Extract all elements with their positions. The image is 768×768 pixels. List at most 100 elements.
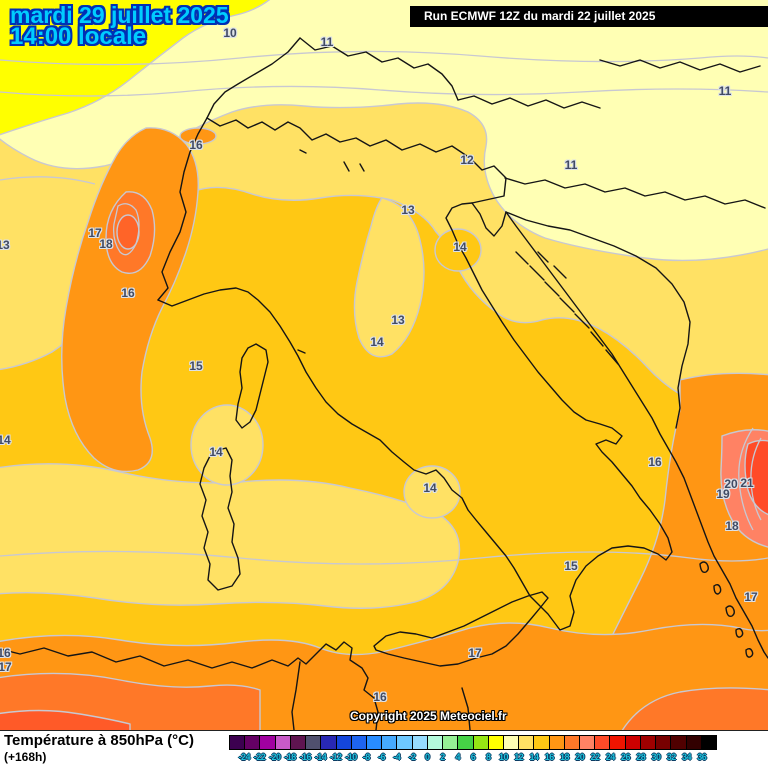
color-scale-cell [412,736,428,749]
color-scale-tick: -4 [393,752,401,762]
color-scale-tick: 20 [575,752,585,762]
color-scale-tick: -10 [345,752,357,762]
france-italy-border [157,117,208,301]
zone-orange-northwest-italy [61,127,199,473]
north-africa-coastline [0,641,379,730]
color-scale-tick: -2 [408,752,416,762]
elba-island [297,349,306,354]
croatia-bosnia-border [505,211,691,429]
color-scale-cell [366,736,383,749]
color-scale-tick: -24 [238,752,251,762]
color-scale-cell [260,736,276,749]
greek-islands [699,561,754,658]
zone-red-southwest-corner [0,709,131,730]
istria-peninsula [471,202,507,237]
color-scale-cell [382,736,398,749]
isoline-contours [0,50,768,565]
hungary-south-border [504,177,766,209]
color-scale-tick: 0 [424,752,430,762]
color-scale-tick: 18 [559,752,570,762]
color-scale-cell [564,736,581,749]
color-scale-cell [595,736,611,749]
color-scale-cell [351,736,367,749]
dalmatia-coast [505,211,768,659]
zone-cream-north [0,0,768,262]
color-scale-cell [397,736,413,749]
color-scale-cell [656,736,672,749]
color-scale-cell [580,736,596,749]
color-scale-cell [321,736,337,749]
italy-coastline [157,202,673,631]
color-scale-tick: 28 [636,752,646,762]
color-scale-cell [671,736,687,749]
corsica-coastline [235,343,269,429]
color-scale-tick: 34 [681,752,692,762]
color-scale-cell [306,736,322,749]
legend-panel: Température à 850hPa (°C) (+168h) -24 -22… [0,730,768,768]
color-scale-cell [443,736,459,749]
color-scale-tick: 10 [498,752,509,762]
color-scale-tick: 36 [697,752,707,762]
color-scale-cell [640,736,657,749]
color-scale-tick-labels: -24 -22 -20 -18 -16 -14 -12 -10 -8 -6 -4 -2 0 2 4 6 8 10 1… [229,752,717,766]
color-scale-tick: 8 [485,752,491,762]
color-scale-tick: 2 [440,752,445,762]
central-europe-border [599,59,761,73]
zone-deep-orange-southeast [621,687,768,730]
color-scale-tick: -22 [253,752,266,762]
color-scale-cell [230,736,246,749]
color-scale-tick: -8 [362,752,371,762]
color-scale-cell [427,736,444,749]
color-scale-cell [549,736,565,749]
zone-red-albania-core [744,439,768,516]
swiss-border [206,37,301,119]
color-scale-tick: -20 [268,752,281,762]
color-scale-cell [534,736,550,749]
color-scale-tick: 6 [470,752,476,762]
sicily-coastline [373,591,549,667]
temperature-zones [0,0,768,730]
color-scale-cell [686,736,702,749]
map-geography [0,0,768,730]
color-scale-tick: 22 [590,752,600,762]
color-scale-cell [625,736,641,749]
alps-north-border [299,37,459,101]
color-scale-cell [488,736,504,749]
color-scale-tick: 4 [455,752,461,762]
color-scale-cell [610,736,626,749]
zone-amber-adriatic-patch [434,228,482,272]
map-canvas: 1011111112161317181613141314151414141620… [0,0,768,730]
tunisia-libya-border [461,687,471,730]
color-scale-cell [473,736,489,749]
zone-gold-south-tyrrhenian [0,463,461,609]
color-scale-cell [503,736,520,749]
color-scale-cell [275,736,291,749]
color-scale-cell [290,736,307,749]
color-scale-tick: 12 [514,752,524,762]
zone-gold-apennine [353,197,425,358]
color-scale-tick: 14 [529,752,539,762]
legend-forecast-hour: (+168h) [4,750,47,764]
legend-title: Température à 850hPa (°C) [4,732,194,749]
color-scale-cell [245,736,261,749]
coastlines-borders [0,37,768,730]
alpine-lakes [299,149,365,172]
croatian-islands [515,251,619,365]
color-scale-cell [336,736,352,749]
austria-borders [457,95,601,109]
zone-gold-naples-patch [403,465,461,519]
color-scale-cell [701,736,716,749]
sardinia-coastline [199,447,241,591]
italy-north-border [206,117,507,204]
color-scale-cell [519,736,535,749]
color-scale-tick: -14 [314,752,327,762]
color-scale-tick: 16 [544,752,555,762]
color-scale-tick: 30 [651,752,661,762]
color-scale-tick: 26 [620,752,631,762]
color-scale-tick: -18 [284,752,296,762]
color-scale-cell [458,736,474,749]
algeria-tunisia-border [291,661,301,730]
color-scale-tick: -12 [329,752,342,762]
zone-yellow-northwest [0,0,271,136]
